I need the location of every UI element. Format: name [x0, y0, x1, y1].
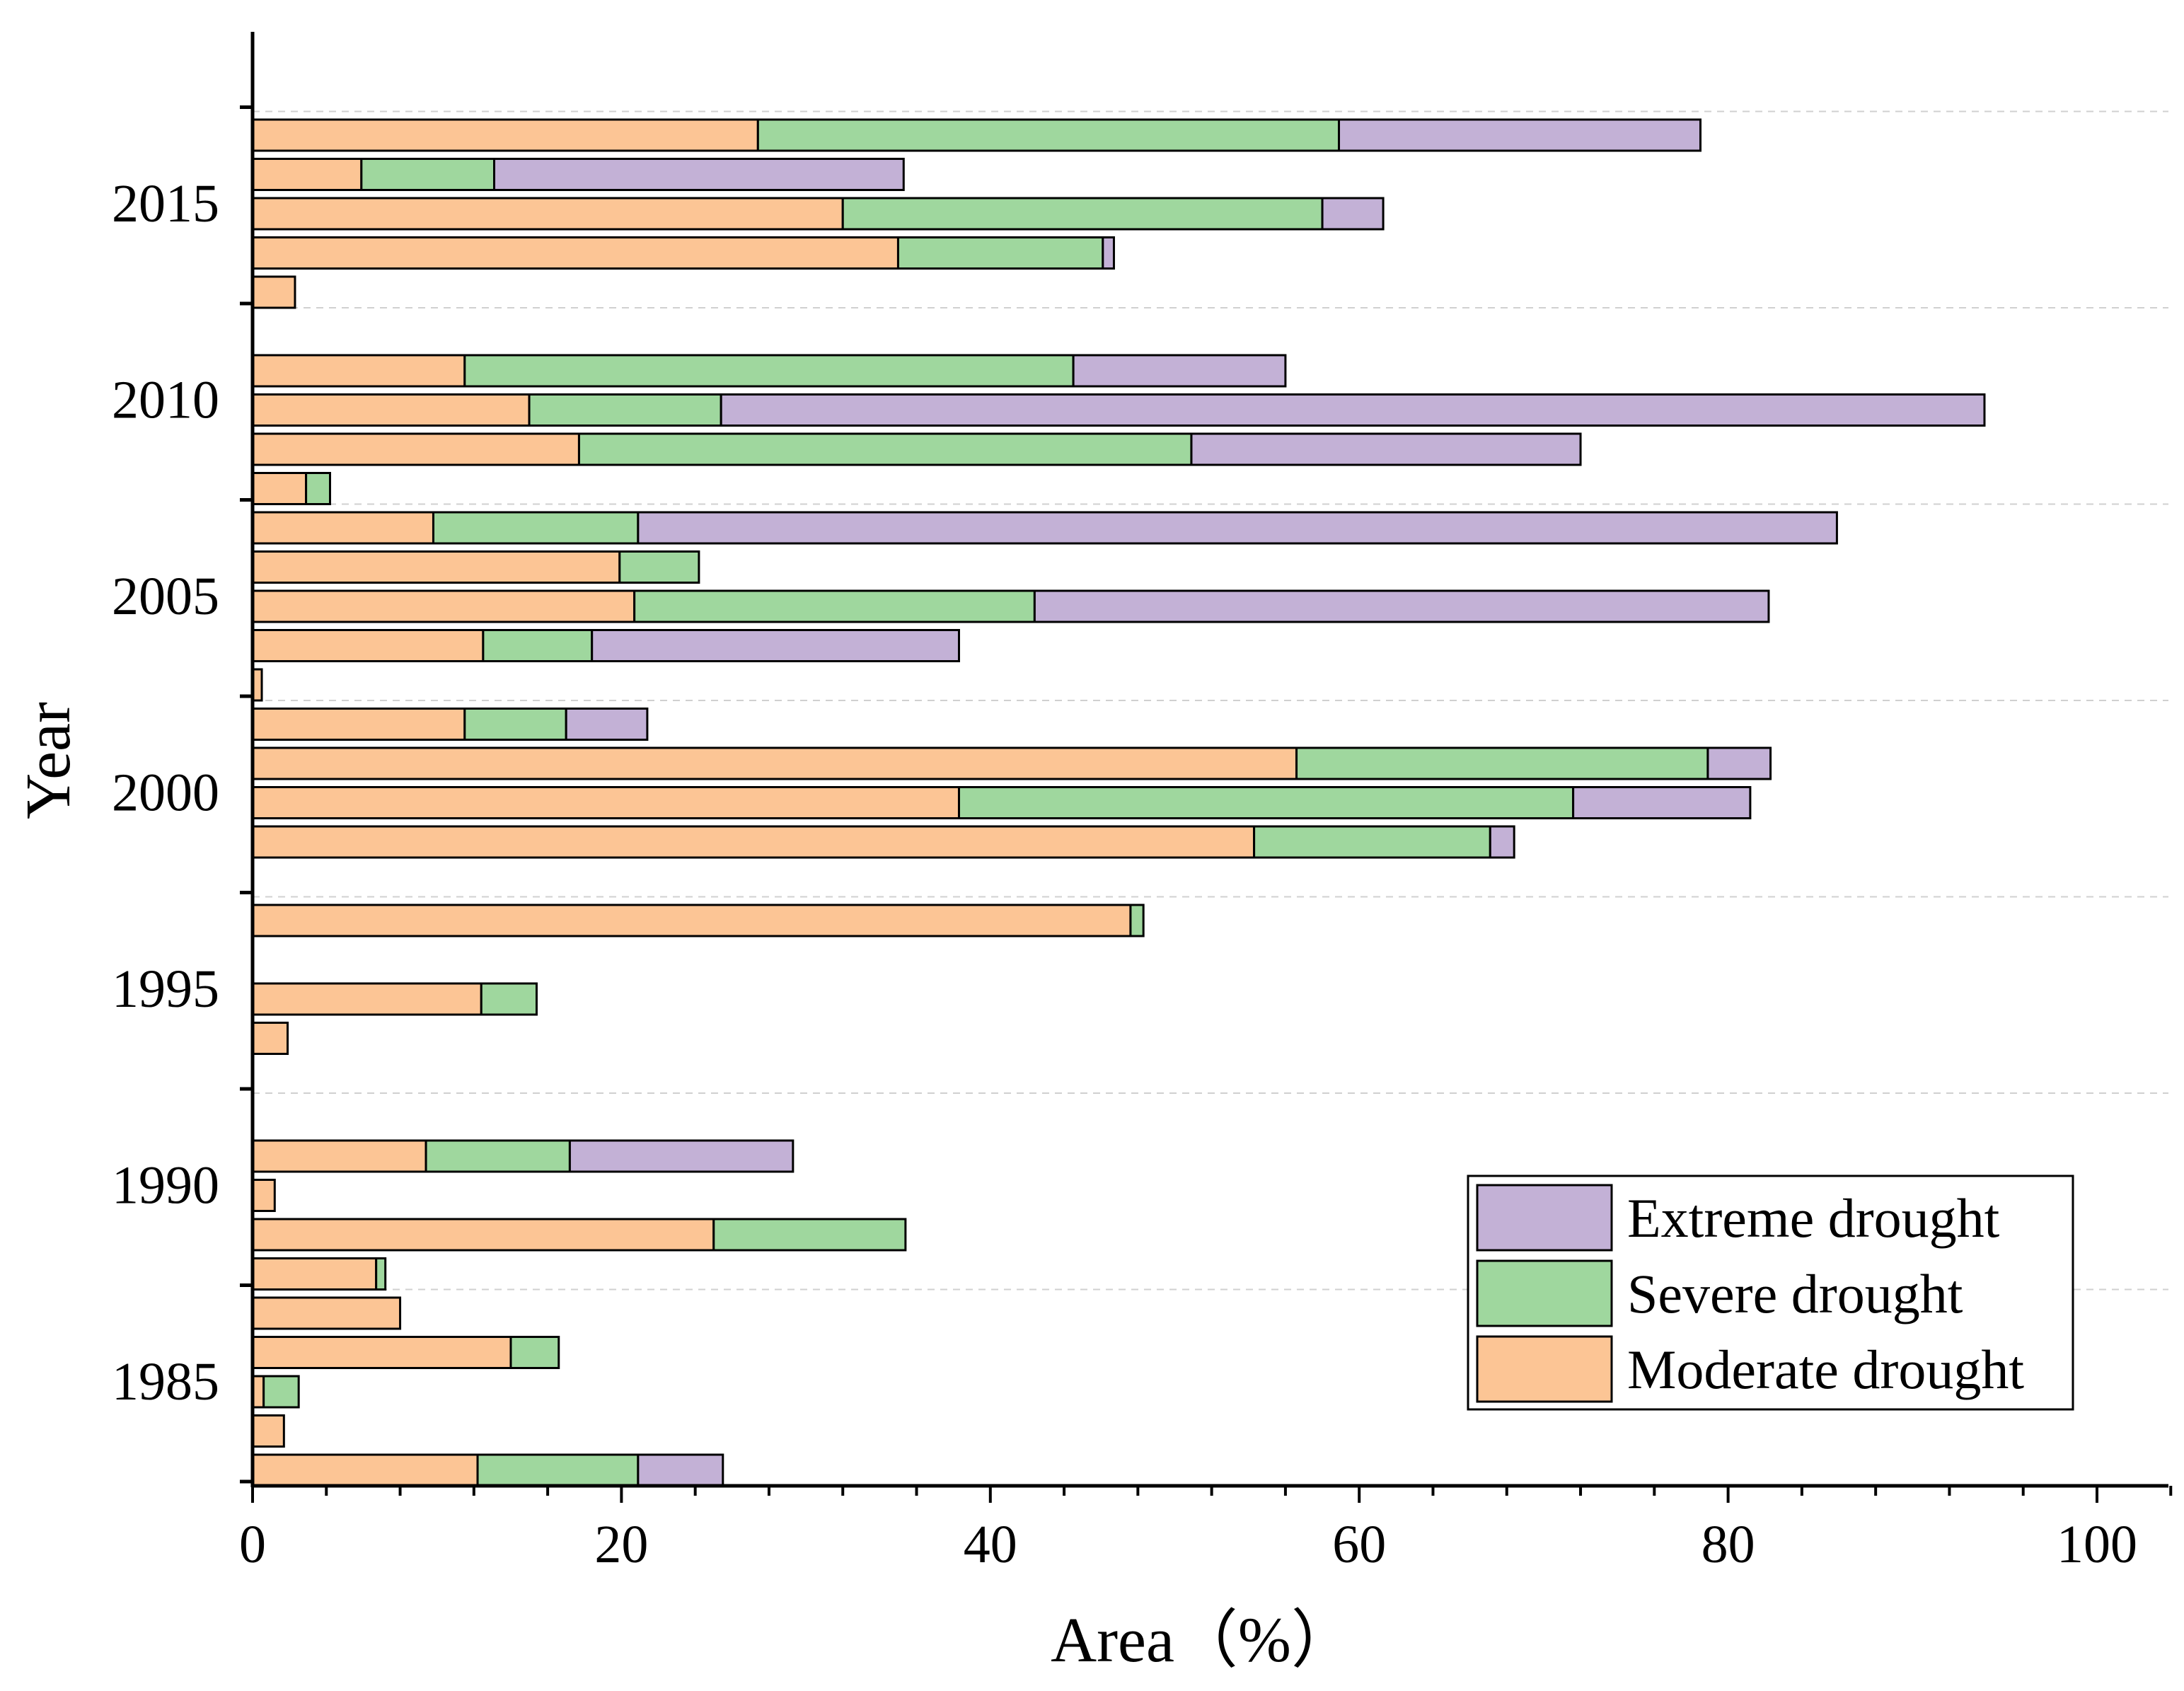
bar-segment-severe-2010-1 — [305, 472, 331, 505]
bar-segment-extreme-2015-5 — [1338, 118, 1701, 152]
bar-segment-moderate-2010-3 — [251, 393, 531, 427]
bar-segment-extreme-2005-5 — [637, 511, 1838, 545]
bar-segment-severe-2015-3 — [841, 197, 1324, 231]
y-tick-label-1990: 1990 — [112, 1156, 219, 1216]
gridlines — [253, 110, 2168, 1291]
legend-swatch-moderate — [1476, 1335, 1613, 1403]
bar-segment-extreme-2000-4 — [1706, 746, 1772, 780]
bar-segment-severe-2010-2 — [577, 432, 1193, 466]
bar-segment-moderate-2015-1 — [251, 275, 296, 309]
bar-segment-severe-2010-4 — [463, 354, 1075, 388]
bar-segment-extreme-2010-4 — [1072, 354, 1287, 388]
legend: Extreme drought Severe drought Moderate … — [1467, 1175, 2074, 1411]
bar-segment-extreme-2010-3 — [720, 393, 1986, 427]
bar-segment-severe-1985-3 — [262, 1375, 300, 1409]
bar-segment-extreme-1985-1 — [637, 1453, 724, 1487]
bar-segment-extreme-2000-5 — [565, 708, 649, 741]
bar-segment-moderate-2000-4 — [251, 746, 1298, 780]
bar-segment-severe-2000-5 — [463, 708, 567, 741]
bar-segment-moderate-1995-5 — [251, 904, 1132, 937]
bar-segment-severe-1985-1 — [476, 1453, 640, 1487]
y-tick-label-2015: 2015 — [112, 174, 219, 233]
bar-segment-severe-2010-3 — [528, 393, 722, 427]
axes: 0 20 40 60 80 100 1985 1990 1995 2000 2005 2010 2015 — [112, 32, 2173, 1574]
y-axis-title: Year — [13, 702, 83, 819]
bar-segment-moderate-1985-2 — [251, 1414, 285, 1448]
bar-segment-extreme-2010-2 — [1190, 432, 1582, 466]
bar-segment-moderate-1995-2 — [251, 1022, 289, 1055]
x-tick-label-80: 80 — [1701, 1515, 1755, 1574]
bar-segment-severe-2015-4 — [360, 158, 496, 191]
bar-segment-severe-2015-2 — [896, 236, 1104, 270]
legend-swatch-severe — [1476, 1259, 1613, 1327]
legend-label-extreme: Extreme drought — [1627, 1187, 2000, 1249]
bar-segment-moderate-1990-2 — [251, 1218, 715, 1252]
bar-segment-severe-1990-1 — [375, 1257, 387, 1291]
bar-segment-extreme-2015-2 — [1102, 236, 1115, 270]
bar-segment-severe-2000-4 — [1295, 746, 1709, 780]
bar-segment-severe-2005-2 — [482, 629, 594, 662]
bar-segment-extreme-2015-4 — [493, 158, 905, 191]
bar-segment-extreme-1990-4 — [568, 1139, 795, 1173]
bar-segment-moderate-2005-5 — [251, 511, 434, 545]
bar-segment-extreme-2000-3 — [1572, 786, 1752, 819]
bar-segment-severe-1995-3 — [480, 982, 538, 1016]
bar-segment-moderate-2005-3 — [251, 589, 636, 623]
bar-segment-moderate-2015-5 — [251, 118, 759, 152]
x-tick-label-100: 100 — [2057, 1515, 2137, 1574]
x-axis-title: Area（%） — [1051, 1605, 1355, 1675]
bar-segment-moderate-1990-3 — [251, 1179, 276, 1212]
bar-segment-moderate-2010-2 — [251, 432, 580, 466]
x-tick-label-60: 60 — [1332, 1515, 1386, 1574]
bar-segment-severe-1995-5 — [1129, 904, 1145, 937]
bar-segment-severe-1990-2 — [712, 1218, 907, 1252]
bar-segment-moderate-2015-2 — [251, 236, 899, 270]
bar-segment-moderate-2015-4 — [251, 158, 363, 191]
bar-segment-moderate-1990-1 — [251, 1257, 378, 1291]
bar-segment-severe-2015-5 — [756, 118, 1341, 152]
legend-swatch-extreme — [1476, 1184, 1613, 1252]
x-tick-label-40: 40 — [964, 1515, 1017, 1574]
bar-segment-moderate-2010-4 — [251, 354, 466, 388]
bar-segment-moderate-2005-4 — [251, 550, 621, 584]
bar-segment-moderate-2010-1 — [251, 472, 308, 505]
bar-segment-moderate-2000-2 — [251, 825, 1256, 859]
bar-segment-severe-1985-4 — [509, 1336, 560, 1369]
y-tick-label-1985: 1985 — [112, 1352, 219, 1412]
y-tick-label-2010: 2010 — [112, 371, 219, 430]
bar-segment-extreme-2000-2 — [1489, 825, 1515, 859]
x-tick-label-0: 0 — [239, 1515, 266, 1574]
bar-segment-severe-2005-4 — [618, 550, 700, 584]
y-tick-label-2005: 2005 — [112, 567, 219, 626]
bar-segment-moderate-1985-4 — [251, 1336, 512, 1369]
y-tick-label-2000: 2000 — [112, 763, 219, 823]
bar-segment-extreme-2005-2 — [591, 629, 960, 662]
bar-segment-moderate-2000-5 — [251, 708, 466, 741]
bar-segment-moderate-1985-1 — [251, 1453, 479, 1487]
bar-segment-extreme-2005-3 — [1033, 589, 1770, 623]
bar-segment-severe-1990-4 — [424, 1139, 571, 1173]
bar-segment-extreme-2015-3 — [1321, 197, 1385, 231]
bar-segment-severe-2000-2 — [1253, 825, 1491, 859]
bar-segment-moderate-2000-3 — [251, 786, 960, 819]
bar-segment-moderate-2015-3 — [251, 197, 844, 231]
bar-segment-severe-2000-3 — [957, 786, 1575, 819]
bar-segment-moderate-2005-2 — [251, 629, 485, 662]
bar-segment-moderate-1985-5 — [251, 1296, 402, 1330]
bar-segment-moderate-1995-3 — [251, 982, 483, 1016]
bar-segment-moderate-1990-4 — [251, 1139, 427, 1173]
bar-segment-severe-2005-5 — [432, 511, 640, 545]
bars — [251, 118, 1986, 1487]
bar-segment-severe-2005-3 — [633, 589, 1036, 623]
legend-label-moderate: Moderate drought — [1627, 1339, 2024, 1400]
x-tick-label-20: 20 — [594, 1515, 648, 1574]
legend-label-severe: Severe drought — [1627, 1263, 1963, 1324]
y-tick-label-1995: 1995 — [112, 959, 219, 1019]
